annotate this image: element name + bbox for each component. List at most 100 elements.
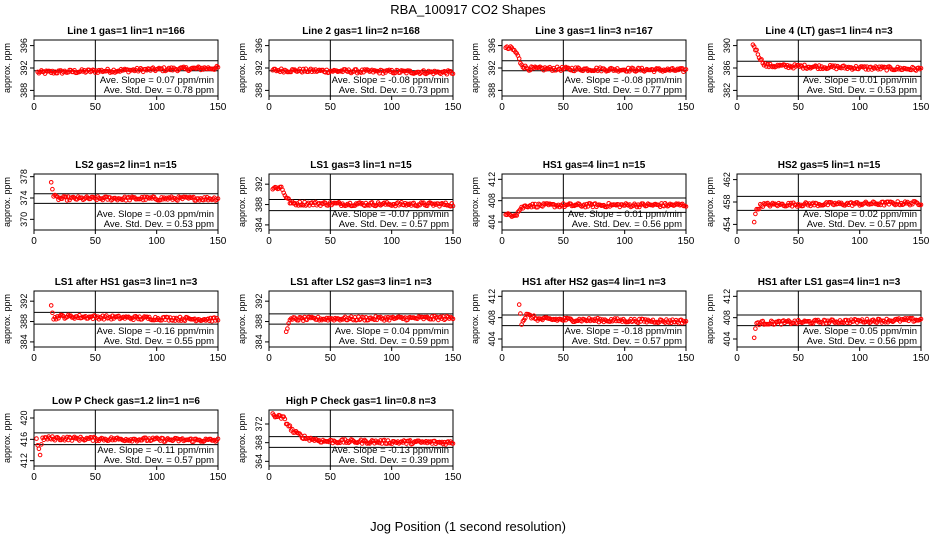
panel-title: Line 4 (LT) gas=1 lin=4 n=3 — [765, 26, 893, 37]
y-tick-label: 388 — [487, 83, 497, 98]
panel-7: HS1 gas=4 lin=1 n=15 0 50 100 150 404 408 412 ap… — [470, 160, 695, 247]
x-tick-label: 50 — [325, 353, 337, 364]
y-tick-label: 388 — [19, 83, 29, 98]
y-tick-label: 408 — [487, 310, 497, 325]
y-tick-label: 382 — [722, 83, 732, 98]
panel-10: LS1 after LS2 gas=3 lin=1 n=3 0 50 100 150 38… — [237, 277, 462, 364]
data-point — [285, 326, 290, 331]
panel-title: HS1 after HS2 gas=4 lin=1 n=3 — [522, 277, 666, 288]
plot-frame — [33, 173, 219, 231]
data-point — [175, 317, 180, 322]
data-point — [407, 438, 413, 443]
data-point — [215, 64, 221, 70]
data-point — [767, 61, 773, 67]
x-tick-label: 50 — [558, 102, 570, 113]
panel-6: LS1 gas=3 lin=1 n=15 0 50 100 150 384 388 392 ap… — [237, 160, 462, 247]
data-point — [543, 67, 549, 72]
data-points — [35, 63, 221, 76]
panel-13: Low P Check gas=1.2 lin=1 n=6 0 50 100 150 41… — [2, 396, 227, 483]
std-annotation: Ave. Std. Dev. = 0.57 ppm — [807, 219, 917, 230]
panel-title: LS1 after HS1 gas=3 lin=1 n=3 — [55, 277, 198, 288]
x-tick-label: 100 — [148, 472, 165, 483]
panel-11: HS1 after HS2 gas=4 lin=1 n=3 0 50 100 150 40… — [470, 277, 695, 364]
y-axis-label: approx. ppm — [2, 43, 12, 93]
data-point — [215, 436, 221, 442]
data-point — [371, 438, 376, 444]
data-point — [785, 203, 790, 208]
y-axis-label: approx. ppm — [2, 294, 12, 344]
y-tick-label: 374 — [19, 190, 29, 205]
data-point — [450, 71, 456, 76]
x-tick-label: 150 — [210, 236, 227, 247]
data-points — [48, 180, 221, 203]
x-tick-label: 100 — [383, 236, 400, 247]
data-point — [751, 219, 757, 225]
data-point — [518, 207, 523, 212]
x-tick-label: 50 — [793, 353, 805, 364]
x-tick-label: 100 — [383, 102, 400, 113]
data-point — [450, 203, 456, 209]
data-point — [287, 423, 293, 429]
x-tick-label: 150 — [678, 236, 695, 247]
data-point — [612, 316, 618, 321]
y-tick-label: 392 — [254, 60, 264, 75]
x-tick-label: 150 — [210, 353, 227, 364]
y-tick-label: 396 — [254, 38, 264, 53]
slope-annotation: Ave. Slope = -0.07 ppm/min — [332, 209, 449, 220]
panel-1: Line 1 gas=1 lin=1 n=166 0 50 100 150 388 392 3… — [2, 26, 227, 113]
data-point — [48, 180, 54, 185]
std-annotation: Ave. Std. Dev. = 0.57 ppm — [104, 455, 214, 466]
data-point — [89, 68, 94, 74]
std-annotation: Ave. Std. Dev. = 0.39 ppm — [339, 455, 449, 466]
data-point — [683, 318, 689, 324]
data-points — [270, 66, 456, 77]
panel-3: Line 3 gas=1 lin=3 n=167 0 50 100 150 388 392 3… — [470, 26, 695, 113]
x-tick-label: 100 — [616, 353, 633, 364]
figure-title: RBA_100917 CO2 Shapes — [390, 2, 546, 17]
data-point — [918, 66, 924, 71]
x-tick-label: 50 — [90, 236, 102, 247]
x-tick-label: 50 — [90, 353, 102, 364]
x-tick-label: 50 — [793, 102, 805, 113]
data-point — [581, 202, 587, 207]
panel-title: High P Check gas=1 lin=0.8 n=3 — [286, 396, 437, 407]
y-axis-label: approx. ppm — [237, 43, 247, 93]
panel-title: LS2 gas=2 lin=1 n=15 — [75, 160, 177, 171]
x-tick-label: 100 — [616, 102, 633, 113]
y-axis-label: approx. ppm — [705, 177, 715, 227]
panel-12: HS1 after LS1 gas=4 lin=1 n=3 0 50 100 150 40… — [705, 277, 930, 364]
data-point — [50, 68, 55, 74]
y-tick-label: 396 — [487, 38, 497, 53]
x-tick-label: 150 — [678, 353, 695, 364]
panel-9: LS1 after HS1 gas=3 lin=1 n=3 0 50 100 150 38… — [2, 277, 227, 364]
panel-title: Line 3 gas=1 lin=3 n=167 — [535, 26, 653, 37]
std-annotation: Ave. Std. Dev. = 0.53 ppm — [104, 219, 214, 230]
data-point — [918, 202, 924, 208]
std-annotation: Ave. Std. Dev. = 0.59 ppm — [339, 336, 449, 347]
y-tick-label: 368 — [254, 435, 264, 450]
x-tick-label: 100 — [148, 236, 165, 247]
x-tick-label: 50 — [90, 102, 102, 113]
panel-4: Line 4 (LT) gas=1 lin=4 n=3 0 50 100 150 382 3… — [705, 26, 930, 113]
x-tick-label: 0 — [31, 353, 37, 364]
x-tick-label: 100 — [383, 472, 400, 483]
data-point — [751, 335, 757, 341]
x-tick-label: 0 — [266, 353, 272, 364]
x-tick-label: 50 — [90, 472, 102, 483]
slope-annotation: Ave. Slope = -0.16 ppm/min — [97, 326, 214, 337]
panel-title: Line 2 gas=1 lin=2 n=168 — [302, 26, 420, 37]
y-tick-label: 390 — [722, 38, 732, 53]
data-point — [282, 416, 288, 422]
y-tick-label: 404 — [487, 214, 497, 229]
x-tick-label: 0 — [31, 236, 37, 247]
y-axis-label: approx. ppm — [2, 413, 12, 463]
data-point — [48, 303, 54, 308]
y-axis-label: approx. ppm — [237, 413, 247, 463]
x-tick-label: 50 — [558, 236, 570, 247]
data-points — [751, 199, 924, 225]
x-tick-label: 150 — [210, 472, 227, 483]
x-tick-label: 100 — [851, 102, 868, 113]
x-tick-label: 0 — [31, 472, 37, 483]
x-tick-label: 0 — [266, 102, 272, 113]
x-tick-label: 0 — [734, 236, 740, 247]
